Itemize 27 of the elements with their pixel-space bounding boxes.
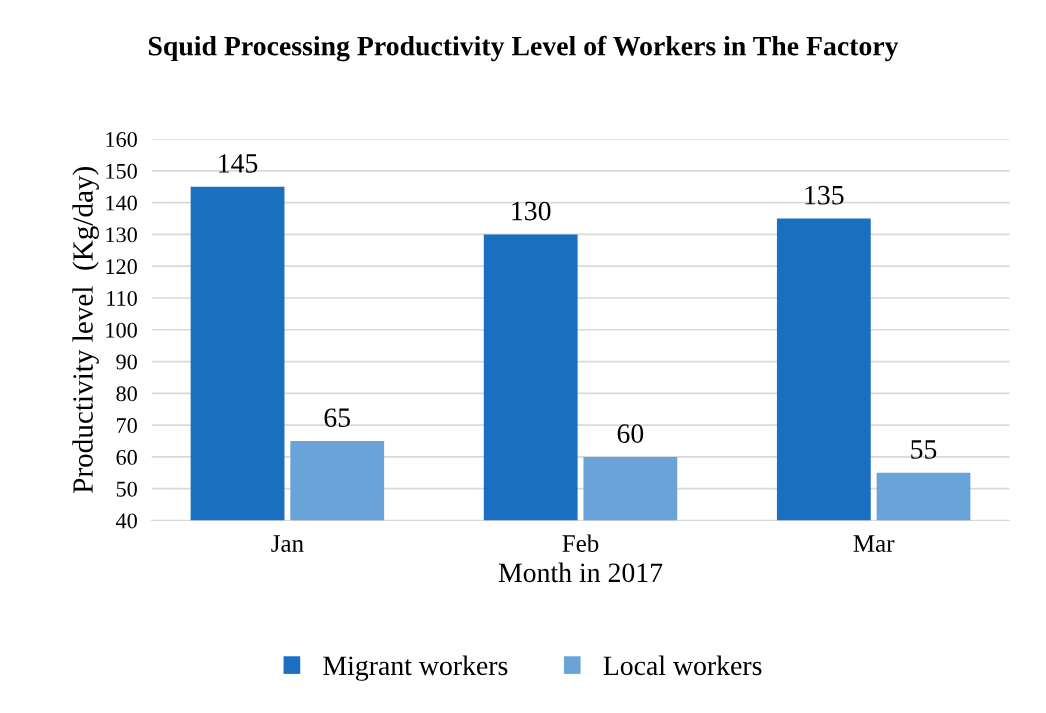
y-tick-label: 80 (116, 386, 137, 402)
y-tick-label: 120 (106, 259, 137, 275)
x-tick-label: Feb (562, 534, 599, 552)
y-tick-label: 50 (116, 481, 137, 497)
data-label: 65 (324, 408, 351, 428)
data-label: 145 (219, 154, 258, 173)
x-axis-title: Month in 2017 (498, 562, 663, 583)
y-tick-label: 160 (106, 131, 137, 147)
y-tick-label: 130 (106, 227, 137, 243)
data-label: 130 (512, 201, 551, 221)
y-tick-label: 140 (106, 195, 137, 211)
data-label: 55 (911, 440, 937, 459)
y-tick-label: 90 (116, 354, 137, 370)
y-tick-label: 110 (107, 290, 137, 306)
y-tick-label: 60 (116, 449, 137, 465)
x-tick-label: Mar (853, 535, 895, 552)
legend-label: Migrant workers (323, 655, 508, 681)
y-tick-label: 100 (106, 322, 137, 338)
legend-label: Local workers (603, 655, 762, 676)
y-axis-title: Productivity level (Kg/day) (72, 167, 99, 493)
x-tick-label: Jan (271, 535, 304, 552)
data-label: 60 (617, 424, 644, 443)
y-tick-label: 150 (106, 163, 137, 179)
chart-title: Squid Processing Productivity Level of Workers in The Factory (148, 35, 899, 62)
y-tick-label: 40 (115, 513, 137, 529)
data-label: 135 (805, 185, 844, 205)
y-tick-label: 70 (117, 418, 137, 434)
